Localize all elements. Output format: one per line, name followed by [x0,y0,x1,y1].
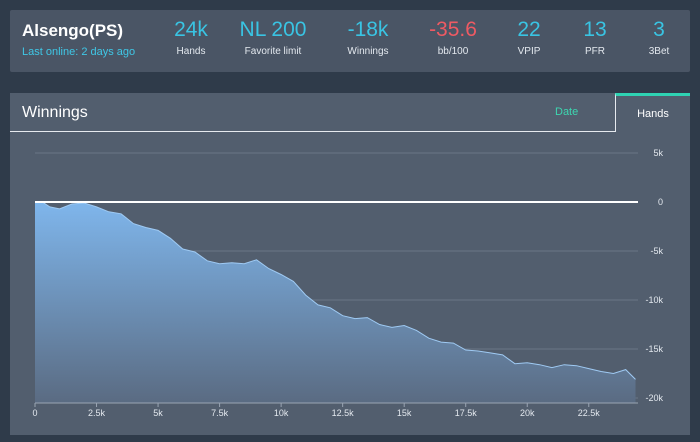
tab-date[interactable]: Date [555,106,579,118]
y-tick-label: 5k [653,148,663,158]
stat-favorite-limit: NL 200 Favorite limit [240,18,307,57]
stat-bb-per-100: -35.6 bb/100 [429,18,477,57]
winnings-line [35,201,636,380]
winnings-header: Winnings Date Hands [10,93,690,132]
stat-label: VPIP [517,46,541,57]
stat-value: 3 [653,18,665,41]
y-tick-label: -15k [645,344,663,354]
y-tick-label: -5k [650,246,663,256]
x-tick-label: 12.5k [332,408,355,418]
winnings-chart: 5k 0 -5k -10k -15k -20k 0 2.5k 5k 7.5k 10k 12.5k 15k… [32,148,663,418]
header-divider [10,131,615,132]
stat-label: 3Bet [648,46,670,57]
x-tick-label: 20k [520,408,535,418]
stat-label: Winnings [347,46,389,57]
stat-value: NL 200 [239,18,307,41]
x-tick-label: 2.5k [88,408,106,418]
stat-label: bb/100 [437,46,469,57]
winnings-card: Winnings Date Hands 5k 0 -5k -10k -15k -20k 0 2… [10,93,690,435]
stat-label: PFR [584,46,605,57]
x-tick-label: 5k [153,408,163,418]
tab-hands[interactable]: Hands [615,93,690,132]
x-tick-label: 22.5k [578,408,601,418]
stat-label: Hands [176,46,206,57]
x-tick-label: 10k [274,408,289,418]
winnings-area [35,202,636,403]
stat-value: 22 [517,18,541,41]
x-tick-label: 17.5k [455,408,478,418]
stat-value: 13 [583,18,607,41]
x-tick-label: 7.5k [211,408,229,418]
stat-hands: 24k Hands [174,18,208,57]
last-online-status: Last online: 2 days ago [22,46,136,58]
stat-label: Favorite limit [244,46,302,57]
y-tick-label: 0 [658,197,663,207]
player-stats-card: Alsengo(PS) Last online: 2 days ago 24k … [10,10,690,72]
stat-vpip: 22 VPIP [517,18,540,57]
stat-3bet: 3 3Bet [649,18,670,57]
x-tick-label: 0 [32,408,37,418]
player-name: Alsengo(PS) [22,21,124,40]
y-tick-label: -20k [645,393,663,403]
stat-value: -18k [347,18,389,41]
x-tick-label: 15k [397,408,412,418]
stat-pfr: 13 PFR [583,18,606,57]
stat-value: 24k [174,18,208,41]
y-tick-label: -10k [645,295,663,305]
winnings-title: Winnings [22,104,88,121]
stat-winnings: -18k Winnings [347,18,388,57]
stat-value: -35.6 [429,18,477,41]
